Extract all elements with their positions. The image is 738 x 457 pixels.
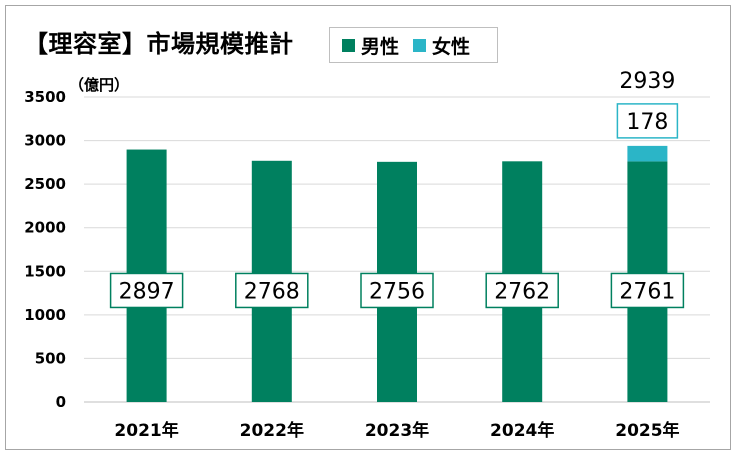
data-label-box-male — [235, 272, 309, 309]
y-tick-label: 500 — [35, 349, 66, 367]
bar-female — [627, 145, 668, 162]
legend-swatch-male — [342, 38, 355, 52]
x-tick-label: 2025年 — [615, 420, 679, 441]
y-tick-label: 3500 — [24, 88, 66, 106]
x-tick-label: 2024年 — [490, 420, 554, 441]
data-label-male: 2762 — [494, 279, 550, 304]
y-axis-unit-label: （億円） — [69, 76, 130, 94]
data-label-male: 2756 — [369, 279, 425, 304]
x-tick-label: 2023年 — [365, 420, 429, 441]
y-tick-label: 2000 — [24, 219, 66, 237]
data-label-male: 2768 — [244, 279, 300, 304]
legend-item-male: 男性 — [342, 32, 399, 59]
data-label-total: 2939 — [619, 69, 675, 94]
y-tick-label: 3000 — [24, 132, 66, 150]
legend-label-male: 男性 — [361, 35, 400, 58]
legend-item-female: 女性 — [413, 32, 470, 59]
y-tick-label: 2500 — [24, 175, 66, 193]
y-tick-label: 1500 — [24, 262, 66, 280]
chart-title: 【理容室】市場規模推計 — [24, 30, 294, 58]
x-tick-label: 2022年 — [240, 420, 304, 441]
data-label-box-male — [485, 272, 559, 309]
legend-label-female: 女性 — [432, 35, 471, 58]
y-tick-label: 0 — [56, 393, 66, 411]
legend-swatch-female — [413, 38, 427, 52]
data-label-box-male — [109, 272, 184, 309]
data-label-female: 178 — [626, 110, 668, 135]
y-tick-label: 1000 — [24, 306, 66, 324]
data-label-box-male — [610, 272, 685, 309]
x-tick-label: 2021年 — [114, 420, 178, 441]
legend: 男性 女性 — [329, 27, 498, 63]
data-label-male: 2897 — [119, 279, 175, 304]
data-label-male: 2761 — [619, 279, 675, 304]
data-label-box-female — [616, 103, 679, 139]
data-label-box-male — [360, 272, 434, 309]
